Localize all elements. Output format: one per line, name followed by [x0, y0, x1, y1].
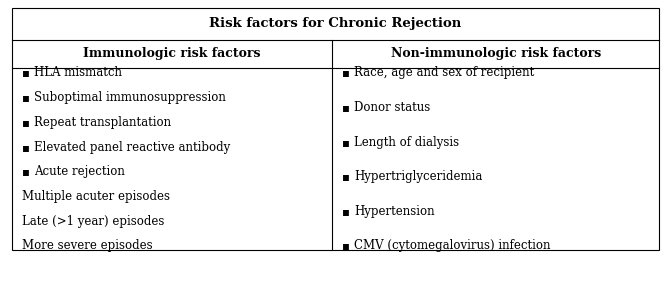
Text: Donor status: Donor status	[354, 101, 431, 114]
Text: Hypertension: Hypertension	[354, 205, 435, 218]
Text: Length of dialysis: Length of dialysis	[354, 136, 460, 149]
Text: Race, age and sex of recipient: Race, age and sex of recipient	[354, 66, 535, 80]
Text: ▪: ▪	[342, 239, 350, 253]
Text: ▪: ▪	[342, 136, 350, 149]
Text: Repeat transplantation: Repeat transplantation	[34, 116, 171, 129]
Text: HLA mismatch: HLA mismatch	[34, 66, 122, 80]
Text: Immunologic risk factors: Immunologic risk factors	[83, 48, 261, 60]
Text: More severe episodes: More severe episodes	[22, 239, 152, 253]
Text: Multiple acuter episodes: Multiple acuter episodes	[22, 190, 170, 203]
Text: Acute rejection: Acute rejection	[34, 165, 125, 178]
Text: ▪: ▪	[342, 66, 350, 80]
Text: ▪: ▪	[342, 170, 350, 183]
Text: CMV (cytomegalovirus) infection: CMV (cytomegalovirus) infection	[354, 239, 551, 253]
Text: Suboptimal immunosuppression: Suboptimal immunosuppression	[34, 91, 226, 104]
Text: Elevated panel reactive antibody: Elevated panel reactive antibody	[34, 141, 230, 154]
Text: ▪: ▪	[22, 165, 30, 178]
Text: ▪: ▪	[342, 101, 350, 114]
Text: ▪: ▪	[22, 66, 30, 80]
Text: ▪: ▪	[22, 141, 30, 154]
Bar	[12, 8, 659, 250]
Text: ▪: ▪	[22, 91, 30, 104]
Text: ▪: ▪	[22, 116, 30, 129]
Text: ▪: ▪	[342, 205, 350, 218]
Text: Risk factors for Chronic Rejection: Risk factors for Chronic Rejection	[209, 17, 462, 30]
Text: Late (>1 year) episodes: Late (>1 year) episodes	[22, 215, 164, 228]
Text: Non-immunologic risk factors: Non-immunologic risk factors	[391, 48, 601, 60]
Text: Hypertriglyceridemia: Hypertriglyceridemia	[354, 170, 482, 183]
